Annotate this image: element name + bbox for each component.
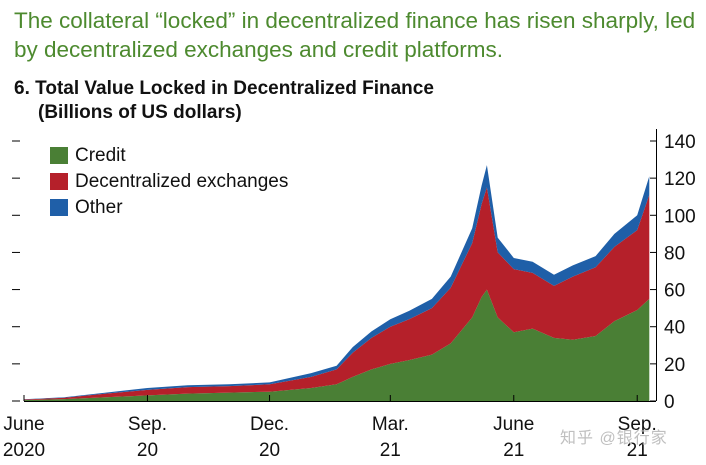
legend-label-decentralized-exchanges: Decentralized exchanges [75,171,288,192]
legend-swatch-other [50,199,68,216]
legend-swatch-credit [50,147,68,164]
x-tick-label: Sep. [618,414,657,435]
area-credit [24,289,650,401]
y-tick-label: 0 [664,392,675,413]
legend-swatch-decentralized-exchanges [50,173,68,190]
y-tick-label: 40 [664,318,685,339]
x-tick-label: Dec. [250,414,289,435]
chart-number: 6. [14,78,30,99]
x-tick-label: Mar. [372,414,409,435]
watermark: 知乎 @银行家 [560,430,668,447]
headline: The collateral “locked” in decentralized… [14,8,696,62]
area-decentralized-exchanges [24,187,650,401]
x-tick-label: Sep. [128,414,167,435]
y-tick-label: 60 [664,281,685,302]
y-tick-label: 100 [664,206,696,227]
x-tick-label-year: 20 [137,440,158,461]
chart-title: 6. Total Value Locked in Decentralized F… [14,77,434,125]
x-tick-label-year: 20 [259,440,280,461]
x-tick-label-year: 21 [503,440,524,461]
chart-title-line2: (Billions of US dollars) [38,102,242,123]
x-tick-label-year: 2020 [3,440,45,461]
y-tick-label: 120 [664,169,696,190]
x-tick-label: June [493,414,534,435]
chart-title-line1: Total Value Locked in Decentralized Fina… [35,78,434,99]
y-tick-label: 80 [664,243,685,264]
y-tick-label: 140 [664,132,696,153]
area-other [24,165,650,400]
x-tick-label-year: 21 [380,440,401,461]
legend-label-credit: Credit [75,145,126,166]
legend-label-other: Other [75,197,123,218]
y-tick-label: 20 [664,355,685,376]
x-tick-label-year: 21 [627,440,648,461]
x-tick-label: June [3,414,44,435]
